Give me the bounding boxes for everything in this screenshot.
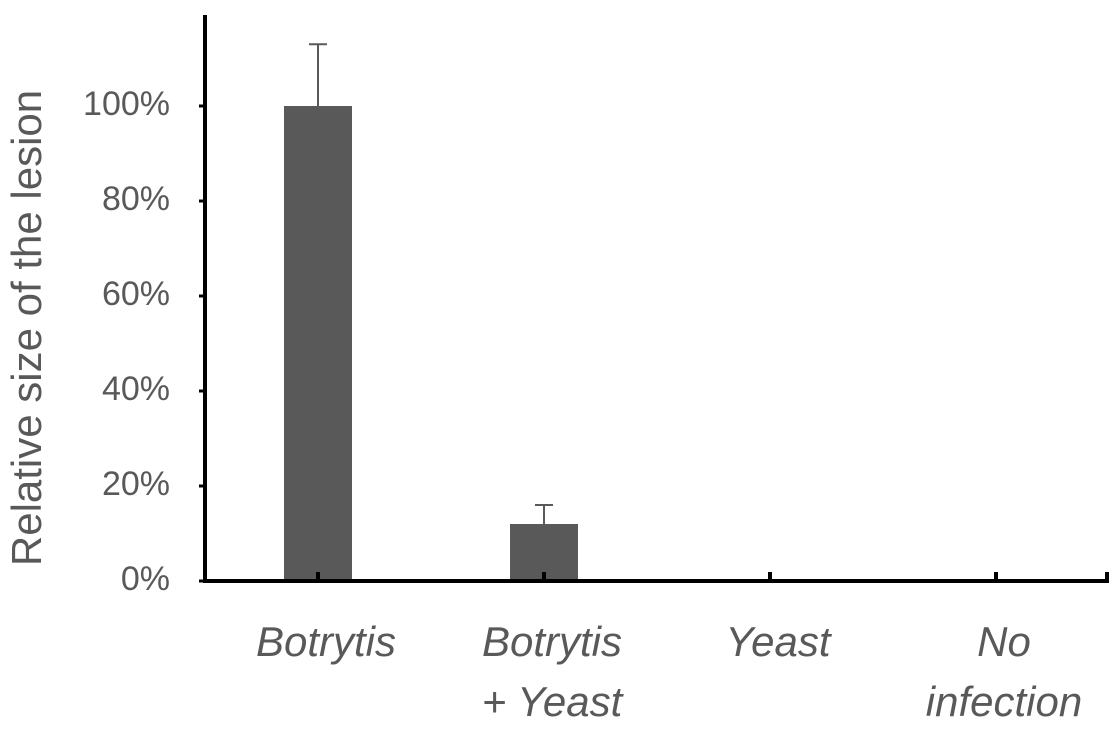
- bar: [284, 106, 352, 581]
- y-tick-label: 60%: [102, 275, 170, 313]
- y-tick-label: 0%: [121, 560, 170, 598]
- y-tick-label: 100%: [83, 85, 170, 123]
- y-tick-label: 80%: [102, 180, 170, 218]
- y-tick-label: 40%: [102, 370, 170, 408]
- x-tick-label: Yeast: [725, 618, 832, 665]
- bar: [510, 524, 578, 581]
- y-axis-label: Relative size of the lesion: [3, 90, 50, 566]
- x-tick-label: Botrytis: [482, 618, 622, 665]
- x-tick-label: Botrytis: [256, 618, 396, 665]
- x-tick-label: No: [977, 618, 1031, 665]
- x-tick-label: + Yeast: [482, 678, 625, 725]
- y-tick-label: 20%: [102, 465, 170, 503]
- x-tick-label: infection: [926, 678, 1082, 725]
